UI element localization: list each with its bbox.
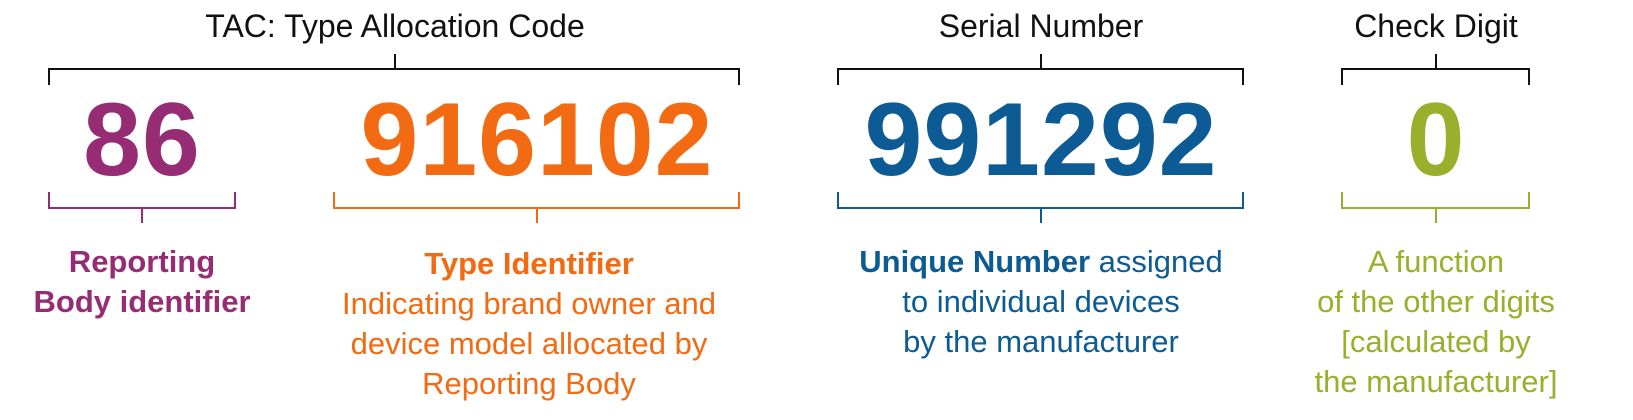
type-identifier-desc-line2: device model allocated by	[350, 326, 708, 361]
tac-top-bracket	[48, 54, 740, 85]
serial-desc-line1: Unique Number assigned	[859, 242, 1223, 282]
serial-number-value: 991292	[864, 82, 1218, 198]
reporting-body-description: Reporting Body identifier	[33, 242, 250, 322]
type-identifier-desc-title: Type Identifier	[424, 246, 634, 281]
type-identifier-description: Type Identifier Indicating brand owner a…	[342, 244, 716, 404]
check-digit-description: A function of the other digits [calculat…	[1315, 242, 1558, 402]
check-digit-bottom-bracket	[1341, 192, 1530, 223]
serial-top-bracket	[837, 54, 1244, 85]
top-brackets	[48, 54, 1530, 85]
check-digit-desc-line4: the manufacturer]	[1314, 364, 1558, 399]
type-identifier-desc-line1: Indicating brand owner and	[342, 286, 716, 321]
type-identifier-number: 916102	[360, 82, 714, 198]
reporting-body-bottom-bracket	[48, 192, 236, 223]
serial-description: Unique Number assigned to individual dev…	[859, 242, 1223, 362]
check-top-bracket	[1341, 54, 1530, 85]
type-identifier-bottom-bracket	[333, 192, 740, 223]
check-digit-desc-line1: A function	[1367, 244, 1505, 279]
check-digit-label: Check Digit	[1354, 8, 1518, 44]
tac-label: TAC: Type Allocation Code	[205, 8, 585, 44]
reporting-body-number: 86	[83, 82, 201, 198]
reporting-body-desc-line1: Reporting	[68, 244, 216, 279]
serial-desc-bold: Unique Number	[859, 244, 1091, 279]
serial-desc-line2: to individual devices	[902, 284, 1180, 319]
type-identifier-desc-line3: Reporting Body	[422, 366, 636, 401]
serial-desc-line1-rest: assigned	[1090, 244, 1223, 279]
check-digit-desc-line2: of the other digits	[1317, 284, 1555, 319]
check-digit-value: 0	[1406, 82, 1466, 198]
serial-bottom-bracket	[837, 192, 1244, 223]
check-digit-desc-line3: [calculated by	[1341, 324, 1531, 359]
reporting-body-desc-line2: Body identifier	[33, 284, 251, 319]
serial-desc-line3: by the manufacturer	[903, 324, 1179, 359]
serial-number-label: Serial Number	[938, 8, 1144, 44]
